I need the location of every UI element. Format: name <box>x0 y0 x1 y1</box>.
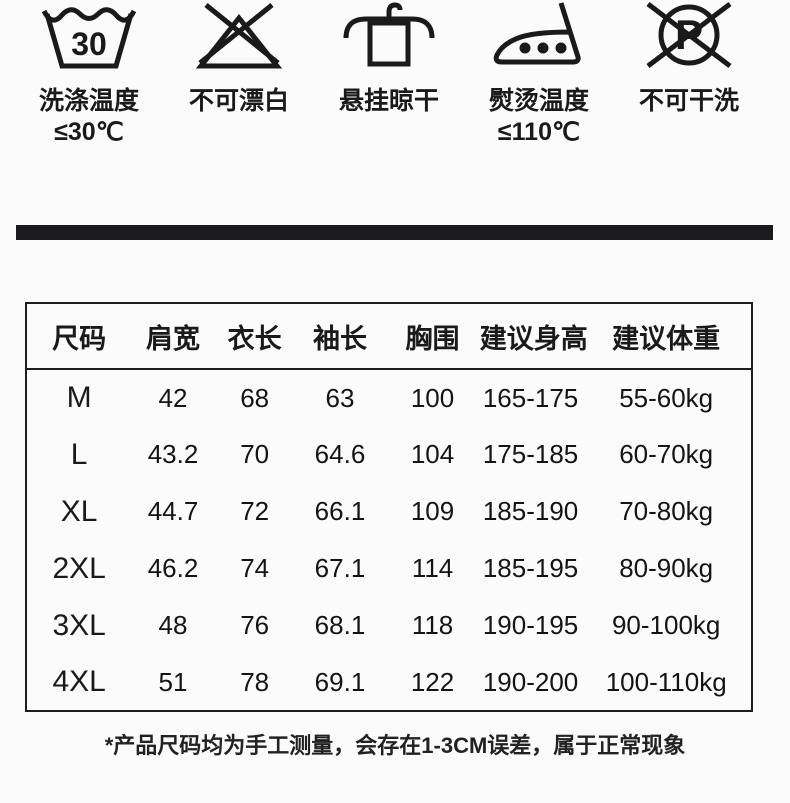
cell-shoulder: 44.7 <box>147 496 199 526</box>
cell-weight: 90-100kg <box>611 610 721 640</box>
header-height: 建议身高 <box>479 303 588 370</box>
care-label: 熨烫温度 ≤110℃ <box>489 86 589 148</box>
cell-size: L <box>70 437 88 471</box>
table-row: 3XL 48 76 68.1 118 190-195 90-100kg <box>26 597 752 654</box>
cell-length: 78 <box>240 666 270 697</box>
header-chest: 胸围 <box>385 303 480 370</box>
care-item-hang-dry: 悬挂晾干 <box>322 2 456 148</box>
table-row: 4XL 51 78 69.1 122 190-200 100-110kg <box>26 654 752 711</box>
cell-sleeve: 63 <box>325 382 355 413</box>
wash-temperature-number: 30 <box>71 26 107 62</box>
cell-height: 190-200 <box>482 666 579 697</box>
cell-shoulder: 51 <box>158 666 188 697</box>
iron-temperature-icon <box>493 2 581 65</box>
cell-weight: 60-70kg <box>619 439 714 469</box>
care-label: 悬挂晾干 <box>339 86 439 117</box>
table-row: 2XL 46.2 74 67.1 114 185-195 80-90kg <box>26 540 752 597</box>
cell-chest: 109 <box>410 496 455 526</box>
section-divider <box>16 225 773 240</box>
cell-size: 3XL <box>52 608 106 642</box>
care-label-line1: 不可干洗 <box>638 87 739 115</box>
cell-height: 185-195 <box>482 553 579 583</box>
care-label-line2: ≤30℃ <box>54 118 124 146</box>
care-symbols-row: 30 洗涤温度 ≤30℃ 不可漂白 <box>0 0 790 148</box>
cell-height: 185-190 <box>482 496 579 526</box>
cell-weight: 80-90kg <box>619 553 714 583</box>
cell-sleeve: 68.1 <box>314 610 366 640</box>
cell-chest: 118 <box>411 610 454 640</box>
cell-size: 4XL <box>52 665 106 698</box>
header-sleeve: 袖长 <box>294 303 386 370</box>
header-length: 衣长 <box>214 303 295 370</box>
cell-size: XL <box>60 494 98 528</box>
cell-chest: 100 <box>410 382 455 413</box>
cell-height: 165-175 <box>482 382 579 413</box>
cell-length: 74 <box>240 553 270 583</box>
cell-length: 70 <box>240 439 270 469</box>
cell-chest: 122 <box>410 666 455 697</box>
cell-sleeve: 66.1 <box>314 496 366 526</box>
table-row: L 43.2 70 64.6 104 175-185 60-70kg <box>26 426 752 483</box>
measurement-footnote: *产品尺码均为手工测量，会存在1-3CM误差，属于正常现象 <box>104 733 686 758</box>
care-label: 不可干洗 <box>639 86 739 117</box>
cell-chest: 114 <box>411 553 454 583</box>
care-label-line2: ≤110℃ <box>497 118 581 146</box>
care-label: 洗涤温度 ≤30℃ <box>39 86 139 148</box>
care-label-line1: 不可漂白 <box>188 87 289 115</box>
cell-sleeve: 69.1 <box>314 666 366 697</box>
cell-shoulder: 42 <box>158 382 188 413</box>
size-chart-section: 尺码 肩宽 衣长 袖长 胸围 建议身高 建议体重 M 42 68 63 100 … <box>25 302 765 712</box>
size-chart-table: 尺码 肩宽 衣长 袖长 胸围 建议身高 建议体重 M 42 68 63 100 … <box>25 302 753 712</box>
cell-sleeve: 64.6 <box>314 439 366 469</box>
cell-weight: 70-80kg <box>619 496 714 526</box>
cell-shoulder: 48 <box>158 610 188 640</box>
no-bleach-icon <box>195 3 283 69</box>
care-label-line1: 悬挂晾干 <box>338 87 439 115</box>
cell-length: 68 <box>240 382 270 413</box>
care-item-no-bleach: 不可漂白 <box>172 2 306 148</box>
table-row: XL 44.7 72 66.1 109 185-190 70-80kg <box>26 483 752 540</box>
header-size: 尺码 <box>26 303 132 370</box>
care-item-iron: 熨烫温度 ≤110℃ <box>472 2 606 148</box>
table-header-row: 尺码 肩宽 衣长 袖长 胸围 建议身高 建议体重 <box>26 303 752 370</box>
header-weight: 建议体重 <box>581 303 752 370</box>
cell-height: 190-195 <box>482 610 579 640</box>
cell-size: M <box>66 381 92 414</box>
cell-length: 76 <box>240 610 270 640</box>
wash-temperature-icon: 30 <box>41 7 137 69</box>
cell-length: 72 <box>240 496 270 526</box>
no-dry-clean-icon: P <box>646 2 732 68</box>
cell-weight: 100-110kg <box>605 666 727 697</box>
care-item-no-dry-clean: P 不可干洗 <box>622 2 756 148</box>
hang-dry-icon <box>343 2 435 67</box>
cell-shoulder: 46.2 <box>147 553 199 583</box>
cell-size: 2XL <box>52 551 106 585</box>
cell-height: 175-185 <box>482 439 579 469</box>
header-shoulder: 肩宽 <box>131 303 215 370</box>
care-label-line1: 洗涤温度 <box>38 87 139 115</box>
care-label-line1: 熨烫温度 <box>488 87 589 115</box>
cell-chest: 104 <box>410 439 455 469</box>
cell-shoulder: 43.2 <box>147 439 199 469</box>
cell-sleeve: 67.1 <box>314 553 366 583</box>
care-item-wash: 30 洗涤温度 ≤30℃ <box>22 2 156 148</box>
care-label: 不可漂白 <box>189 86 289 117</box>
table-row: M 42 68 63 100 165-175 55-60kg <box>26 369 752 426</box>
cell-weight: 55-60kg <box>619 382 714 413</box>
